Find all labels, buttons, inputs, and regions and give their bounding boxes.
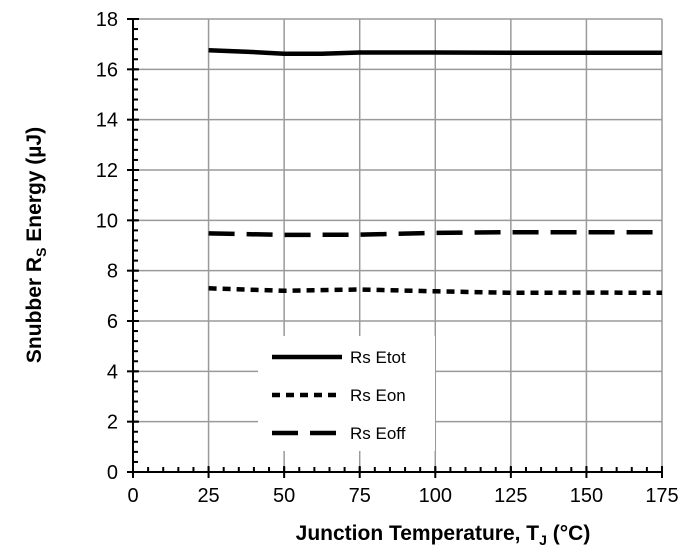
y-tick-label: 0 — [107, 462, 118, 484]
y-tick-label: 2 — [107, 412, 118, 434]
y-tick-label: 8 — [107, 261, 118, 283]
x-tick-label: 50 — [273, 485, 295, 507]
ticks — [127, 18, 663, 478]
legend-label-rs-etot: Rs Etot — [350, 348, 406, 367]
x-axis-title-subscript: J — [539, 532, 547, 548]
x-axis-title: Junction Temperature, TJ (°C) — [296, 522, 591, 548]
y-tick-label: 12 — [96, 160, 118, 182]
x-tick-label: 175 — [645, 485, 678, 507]
x-tick-label: 25 — [197, 485, 219, 507]
y-tick-label: 10 — [96, 210, 118, 232]
series-line-rs-eon — [208, 286, 663, 296]
y-tick-label: 18 — [96, 9, 118, 31]
y-tick-label: 14 — [96, 110, 118, 132]
series-layer — [208, 47, 663, 296]
x-tick-label: 0 — [127, 485, 138, 507]
legend-label-rs-eoff: Rs Eoff — [350, 424, 406, 443]
x-tick-label: 75 — [349, 485, 371, 507]
axes — [132, 19, 662, 473]
y-tick-label: 6 — [107, 311, 118, 333]
y-axis-title: Snubber RS Energy (µJ) — [23, 127, 49, 363]
y-tick-label: 16 — [96, 59, 118, 81]
series-line-rs-etot — [208, 47, 662, 56]
grid — [133, 18, 663, 472]
legend-label-rs-eon: Rs Eon — [350, 386, 406, 405]
y-axis-title-subscript: S — [33, 248, 49, 257]
y-tick-label: 4 — [107, 361, 118, 383]
x-tick-label: 125 — [494, 485, 527, 507]
x-tick-label: 150 — [570, 485, 603, 507]
x-tick-label: 100 — [419, 485, 452, 507]
legend: Rs Etot Rs Eon Rs Eoff — [258, 336, 435, 451]
tick-labels: 0 25 50 75 100 125 150 175 0 2 4 6 8 10 12 14 16 18 — [96, 9, 679, 507]
